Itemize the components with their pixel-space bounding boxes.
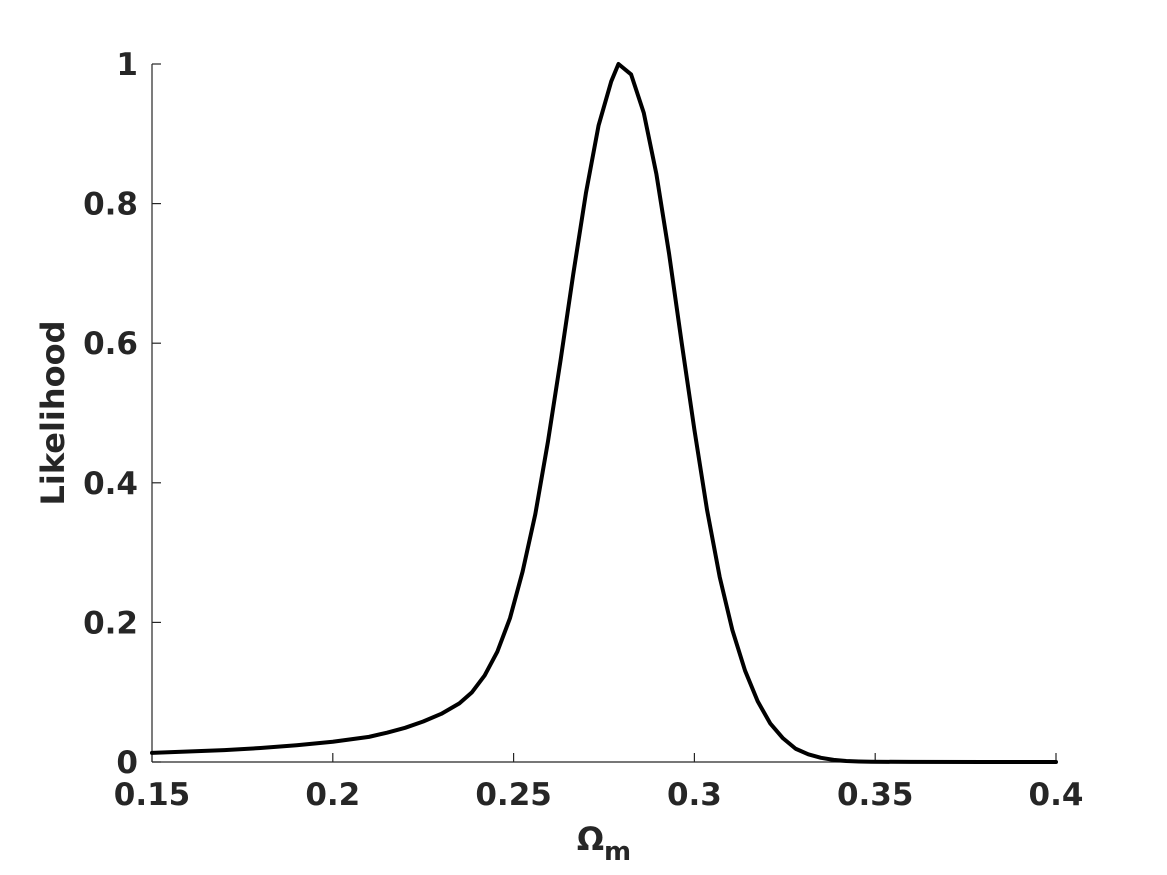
x-tick-label: 0.3 bbox=[667, 777, 722, 813]
x-tick-label: 0.2 bbox=[305, 777, 360, 813]
y-tick-label: 0 bbox=[116, 745, 138, 781]
y-tick-label: 0.8 bbox=[83, 187, 138, 223]
x-axis-label-subscript: m bbox=[604, 837, 631, 867]
y-tick-label: 0.4 bbox=[83, 466, 138, 502]
x-tick-label: 0.25 bbox=[475, 777, 552, 813]
x-tick-label: 0.35 bbox=[837, 777, 914, 813]
likelihood-curve bbox=[150, 62, 1058, 764]
y-tick-label: 1 bbox=[116, 47, 138, 83]
x-axis-ticks: 0.15 0.2 0.25 0.3 0.35 0.4 bbox=[114, 753, 1084, 813]
plot-area: 0.15 0.2 0.25 0.3 0.35 0.4 0 0.2 0.4 0.6 0.8 1 bbox=[83, 47, 1083, 813]
y-tick-label: 0.2 bbox=[83, 605, 138, 641]
x-tick-label: 0.15 bbox=[114, 777, 191, 813]
y-axis-ticks: 0 0.2 0.4 0.6 0.8 1 bbox=[83, 47, 161, 781]
y-tick-label: 0.6 bbox=[83, 326, 138, 362]
x-axis-label: Ωm bbox=[577, 820, 631, 867]
x-tick-label: 0.4 bbox=[1029, 777, 1084, 813]
y-axis-label: Likelihood bbox=[34, 320, 72, 505]
x-axis-label-symbol: Ω bbox=[577, 820, 604, 858]
